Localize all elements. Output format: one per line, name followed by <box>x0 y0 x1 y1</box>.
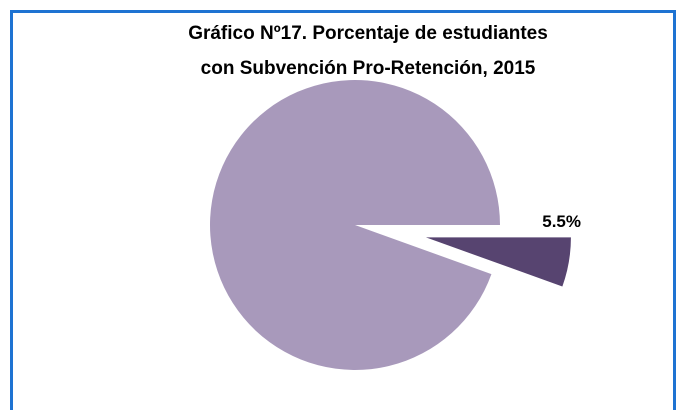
frame <box>10 10 676 410</box>
data-label: 5.5% <box>542 212 581 231</box>
chart-title: con Subvención Pro-Retención, 2015 <box>201 58 536 79</box>
chart-title: Gráfico Nº17. Porcentaje de estudiantes <box>188 23 548 44</box>
pie-slice <box>210 80 500 371</box>
pie-slice <box>425 237 571 287</box>
